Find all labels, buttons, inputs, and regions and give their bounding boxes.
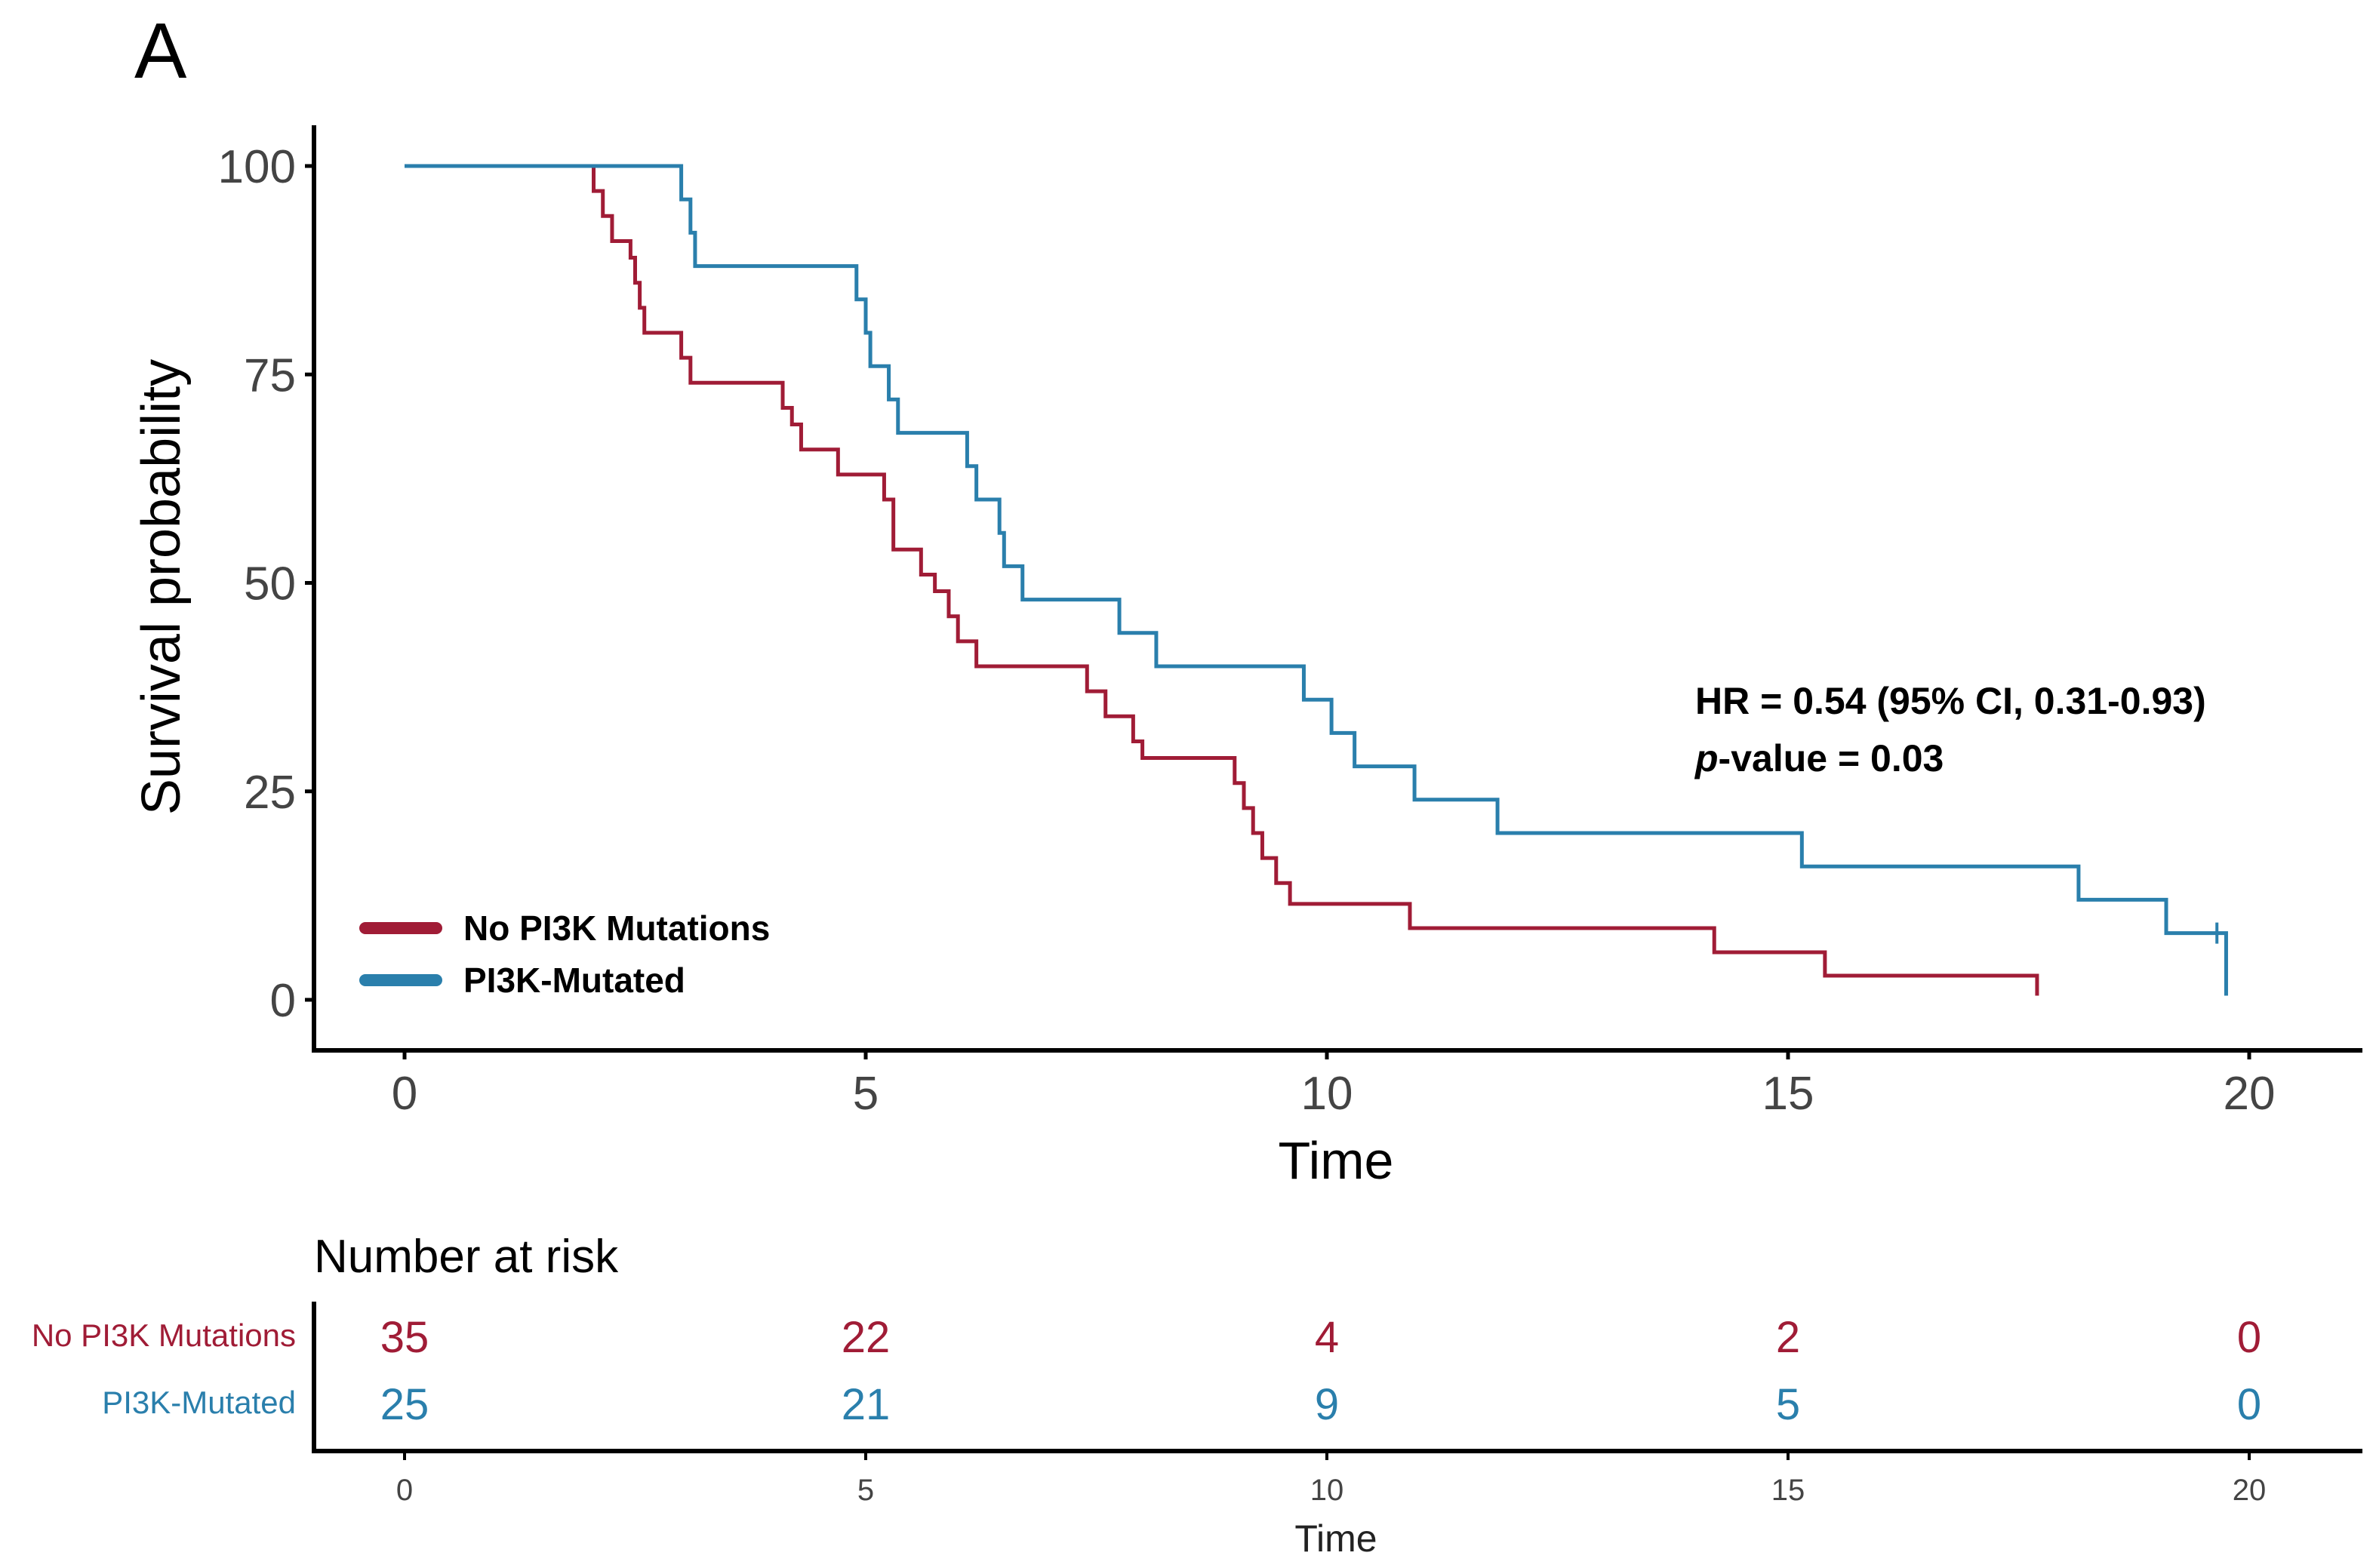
x-ticks: 0 5 10 15 20 xyxy=(392,1050,2276,1120)
legend-label-pi3k-mutated: PI3K-Mutated xyxy=(463,961,685,1000)
risk-value: 35 xyxy=(380,1313,429,1362)
y-tick-label: 0 xyxy=(270,975,296,1027)
risk-x-axis-label: Time xyxy=(1294,1517,1377,1560)
risk-x-tick-label: 5 xyxy=(857,1474,874,1507)
x-tick-label: 0 xyxy=(392,1068,417,1120)
p-value-annotation: p-value = 0.03 xyxy=(1694,737,1944,779)
survival-curves xyxy=(405,164,2228,996)
y-tick-label: 75 xyxy=(244,349,296,401)
y-tick-label: 50 xyxy=(244,558,296,610)
risk-value: 25 xyxy=(380,1380,429,1429)
risk-rows: No PI3K Mutations 35 22 4 2 0 PI3K-Mutated 25 21… xyxy=(32,1313,2261,1429)
x-axis-label: Time xyxy=(1279,1131,1394,1190)
risk-x-ticks: 0 5 10 15 20 xyxy=(396,1451,2266,1507)
panel-label: A xyxy=(134,8,187,95)
legend: No PI3K Mutations PI3K-Mutated xyxy=(359,909,770,1000)
risk-value: 21 xyxy=(842,1380,891,1429)
legend-label-no-pi3k: No PI3K Mutations xyxy=(463,909,770,948)
km-curve-no-pi3k xyxy=(405,164,2039,996)
risk-value: 2 xyxy=(1776,1313,1800,1362)
y-tick-label: 25 xyxy=(244,767,296,819)
risk-x-tick-label: 20 xyxy=(2233,1474,2267,1507)
risk-table: Number at risk No PI3K Mutations 35 22 4 2 0P… xyxy=(32,1231,2362,1560)
y-axis-label: Survival probability xyxy=(131,359,192,815)
risk-value: 22 xyxy=(842,1313,891,1362)
km-curve-pi3k-mutated xyxy=(405,164,2228,996)
risk-table-title: Number at risk xyxy=(314,1231,619,1283)
risk-value: 5 xyxy=(1776,1380,1800,1429)
hr-annotation: HR = 0.54 (95% CI, 0.31-0.93) xyxy=(1695,680,2206,722)
x-tick-label: 5 xyxy=(853,1068,879,1120)
risk-value: 0 xyxy=(2237,1380,2261,1429)
risk-value: 4 xyxy=(1315,1313,1339,1362)
risk-x-tick-label: 10 xyxy=(1310,1474,1344,1507)
y-ticks: 0 25 50 75 100 xyxy=(218,141,314,1027)
risk-value: 0 xyxy=(2237,1313,2261,1362)
risk-row-label: PI3K-Mutated xyxy=(102,1385,296,1420)
plot-area: 0 25 50 75 100 0 5 10 15 20 Survival probability… xyxy=(131,125,2362,1190)
x-tick-label: 20 xyxy=(2224,1068,2276,1120)
y-tick-label: 100 xyxy=(218,141,296,193)
risk-x-tick-label: 15 xyxy=(1771,1474,1805,1507)
censor-mark xyxy=(2208,922,2227,944)
x-tick-label: 10 xyxy=(1301,1068,1353,1120)
risk-x-tick-label: 0 xyxy=(396,1474,413,1507)
risk-row-label: No PI3K Mutations xyxy=(32,1317,296,1353)
x-tick-label: 15 xyxy=(1762,1068,1814,1120)
risk-value: 9 xyxy=(1315,1380,1339,1429)
